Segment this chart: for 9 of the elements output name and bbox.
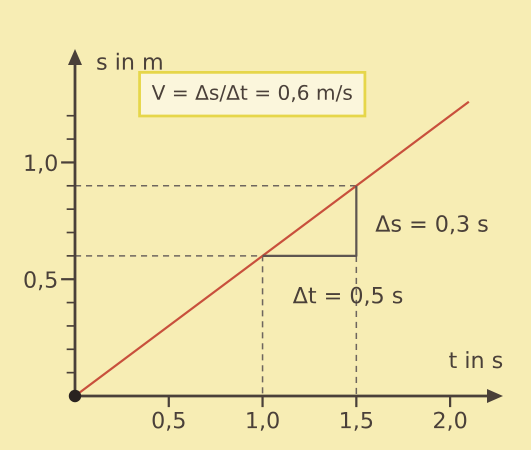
y-axis-title: s in m [97, 52, 162, 70]
annotation: Δt = 0,5 s [292, 286, 402, 306]
annotation: Δs = 0,3 s [375, 215, 488, 234]
x-tick-label: 2,0 [434, 412, 466, 431]
x-axis-title: t in s [449, 351, 502, 368]
x-tick-label: 1,5 [341, 412, 372, 431]
x-tick-label: 0,5 [152, 412, 185, 431]
x-tick-label: 1,0 [247, 412, 279, 431]
annotation: V = Δs/Δt = 0,6 m/s [152, 84, 352, 102]
